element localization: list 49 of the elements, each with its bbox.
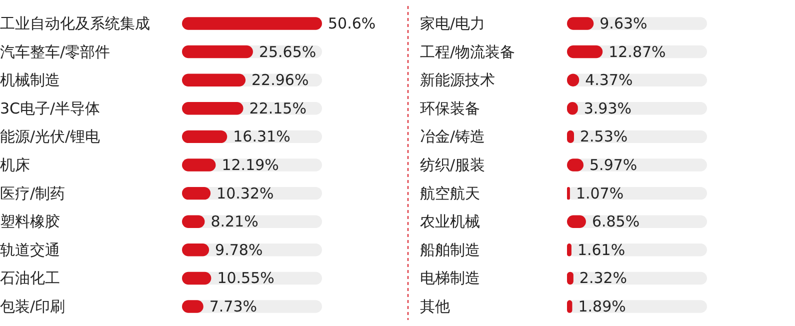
data-label: 1.61% <box>577 240 626 259</box>
data-label: 12.19% <box>222 156 279 174</box>
y-tick-label: 塑料橡胶 <box>0 212 60 231</box>
y-tick-label: 船舶制造 <box>420 240 480 259</box>
y-tick-label: 能源/光伏/锂电 <box>0 128 100 146</box>
data-label: 9.78% <box>215 240 263 259</box>
y-tick-label: 家电/电力 <box>420 14 486 32</box>
data-label: 10.55% <box>217 269 274 288</box>
data-label: 1.07% <box>576 184 624 202</box>
y-tick-label: 轨道交通 <box>0 240 60 259</box>
data-label: 25.65% <box>258 42 316 61</box>
data-label: 9.63% <box>600 14 648 32</box>
y-tick-label: 3C电子/半导体 <box>0 99 100 118</box>
y-tick-label: 新能源技术 <box>420 71 495 90</box>
bar <box>567 244 572 256</box>
y-tick-label: 纺织/服装 <box>420 156 486 174</box>
bar <box>182 244 210 256</box>
data-label: 2.53% <box>580 128 628 146</box>
data-label: 6.85% <box>592 212 640 231</box>
y-tick-label: 冶金/铸造 <box>420 128 486 146</box>
bar <box>567 186 570 200</box>
y-tick-label: 其他 <box>420 298 450 316</box>
data-label: 16.31% <box>233 128 290 146</box>
data-label: 4.37% <box>585 71 633 90</box>
data-label: 12.87% <box>608 42 666 61</box>
y-tick-label: 汽车整车/零部件 <box>0 42 110 61</box>
data-label: 22.96% <box>252 71 309 90</box>
y-tick-label: 工业自动化及系统集成 <box>0 14 150 32</box>
data-label: 5.97% <box>590 156 638 174</box>
data-label: 10.32% <box>216 184 274 202</box>
data-label: 8.21% <box>210 212 258 231</box>
y-tick-label: 机械制造 <box>0 71 60 90</box>
data-label: 7.73% <box>209 298 258 316</box>
bar <box>567 17 594 30</box>
y-tick-label: 农业机械 <box>420 212 480 231</box>
y-tick-label: 环保装备 <box>420 99 480 118</box>
data-label: 3.93% <box>584 99 632 118</box>
bar <box>182 158 216 172</box>
y-tick-label: 包装/印刷 <box>0 298 66 316</box>
data-label: 22.15% <box>249 99 306 118</box>
y-tick-label: 电梯制造 <box>420 269 480 288</box>
y-tick-label: 医疗/制药 <box>0 184 66 202</box>
data-label: 1.89% <box>578 298 626 316</box>
y-tick-label: 机床 <box>0 156 30 174</box>
data-label: 50.6% <box>328 14 376 32</box>
data-label: 2.32% <box>579 269 628 288</box>
y-tick-label: 石油化工 <box>0 269 60 288</box>
y-tick-label: 工程/物流装备 <box>420 42 516 61</box>
y-tick-label: 航空航天 <box>420 184 480 202</box>
